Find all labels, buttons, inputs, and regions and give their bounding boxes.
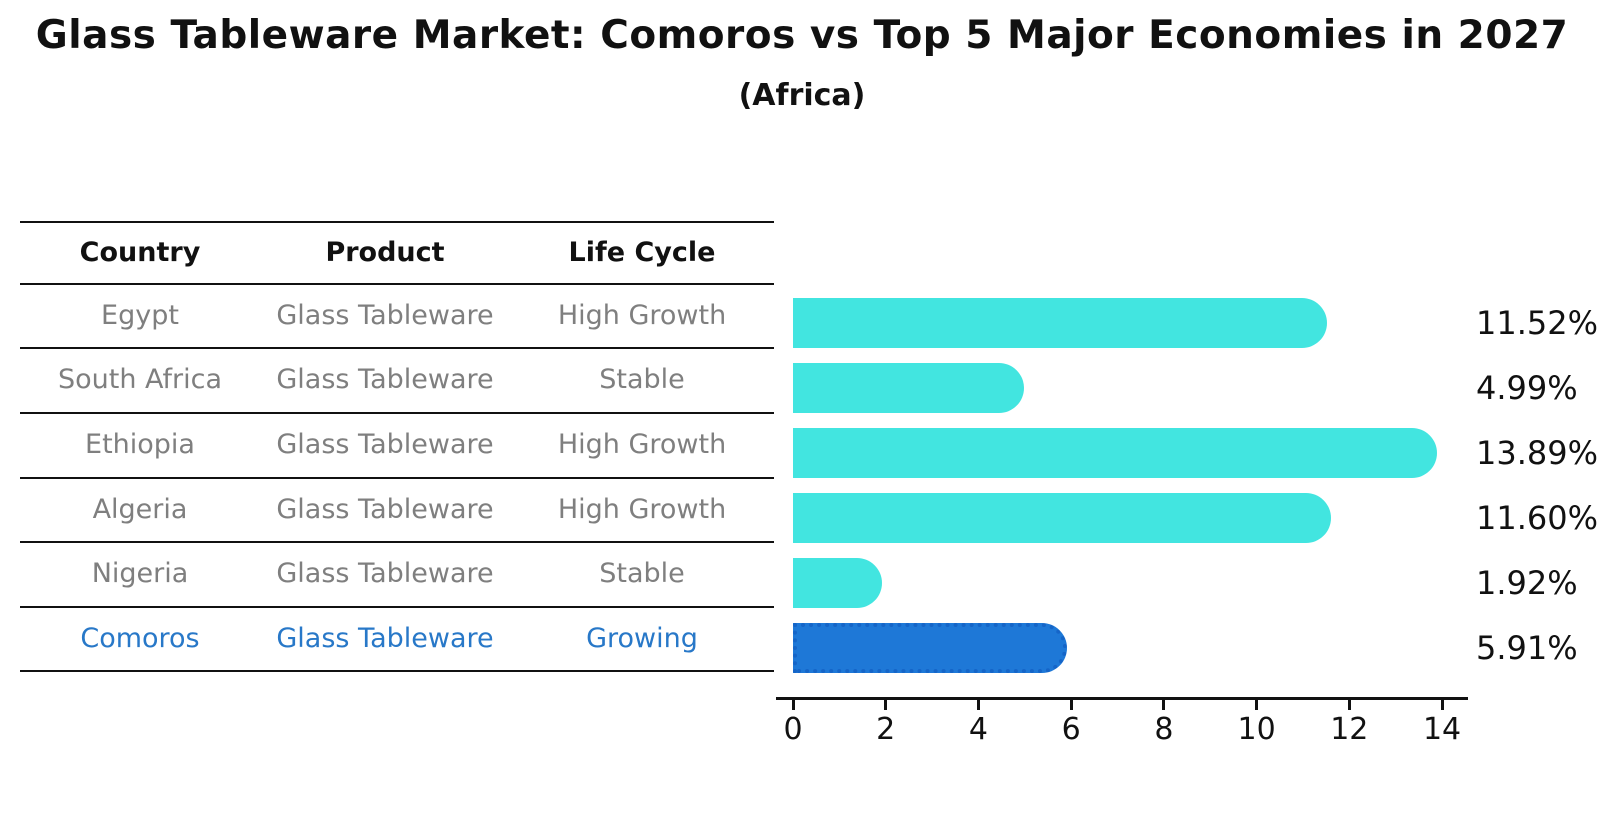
table-row: South Africa Glass Tableware Stable	[20, 347, 774, 412]
table-header-row: Country Product Life Cycle	[20, 221, 774, 283]
table-cell-life-cycle: High Growth	[557, 493, 727, 525]
x-axis-tick	[1440, 699, 1444, 710]
table-divider-line	[20, 670, 774, 672]
table-cell-product: Glass Tableware	[276, 558, 494, 589]
x-axis-tick-label: 6	[1061, 712, 1081, 747]
bar-value-label: 13.89%	[1476, 434, 1599, 472]
table-cell-product: Glass Tableware	[276, 622, 494, 654]
table-row: Egypt Glass Tableware High Growth	[20, 283, 774, 347]
table-divider-line	[20, 283, 774, 285]
bar-comoros-highlight	[793, 623, 1067, 673]
table-cell-life-cycle: High Growth	[557, 429, 727, 460]
table-divider-line	[20, 541, 774, 543]
x-axis-tick	[1255, 699, 1259, 710]
table-divider-line	[20, 477, 774, 479]
table-divider-line	[20, 221, 774, 223]
bar	[793, 298, 1327, 348]
bar-value-label: 4.99%	[1476, 369, 1578, 407]
table-row: Nigeria Glass Tableware Stable	[20, 541, 774, 606]
x-axis-tick	[884, 699, 888, 710]
bar-value-label: 5.91%	[1476, 629, 1578, 667]
table-divider-line	[20, 606, 774, 608]
x-axis-line	[776, 697, 1468, 700]
table-cell-product: Glass Tableware	[276, 364, 494, 395]
table-row: Algeria Glass Tableware High Growth	[20, 477, 774, 541]
x-axis-tick	[1069, 699, 1073, 710]
table-cell-life-cycle: Stable	[599, 364, 685, 395]
table-divider-line	[20, 347, 774, 349]
x-axis-tick-label: 2	[876, 712, 896, 747]
bar-value-label: 11.52%	[1476, 304, 1599, 342]
x-axis-tick-label: 14	[1422, 712, 1462, 747]
table-cell-product: Glass Tableware	[276, 429, 494, 460]
table-cell-country: Comoros	[80, 622, 200, 654]
table-cell-life-cycle: Growing	[586, 622, 698, 654]
x-axis-tick	[976, 699, 980, 710]
bar-value-label: 11.60%	[1476, 499, 1599, 537]
table-row: Ethiopia Glass Tableware High Growth	[20, 412, 774, 477]
bar-value-label: 1.92%	[1476, 564, 1578, 602]
table-divider-line	[20, 412, 774, 414]
table-cell-country: Nigeria	[91, 558, 189, 589]
bar	[793, 363, 1024, 413]
x-axis-tick-label: 0	[783, 712, 803, 747]
table-cell-country: Egypt	[101, 299, 179, 331]
bar	[793, 428, 1437, 478]
bar	[793, 493, 1331, 543]
table-cell-life-cycle: High Growth	[557, 299, 727, 331]
column-header-country: Country	[79, 236, 201, 268]
x-axis-tick-label: 4	[968, 712, 988, 747]
x-axis-tick-label: 12	[1330, 712, 1369, 747]
table-cell-product: Glass Tableware	[276, 493, 494, 525]
column-header-product: Product	[325, 236, 445, 268]
x-axis-tick	[1347, 699, 1351, 710]
bar	[793, 558, 882, 608]
x-axis-tick-label: 10	[1237, 712, 1276, 747]
table-cell-country: South Africa	[57, 364, 223, 395]
chart-subtitle: (Africa)	[738, 78, 866, 113]
table-row: Comoros Glass Tableware Growing	[20, 606, 774, 670]
x-axis-tick	[791, 699, 795, 710]
chart-title: Glass Tableware Market: Comoros vs Top 5…	[35, 13, 1569, 58]
table-cell-product: Glass Tableware	[276, 299, 494, 331]
column-header-life-cycle: Life Cycle	[568, 236, 716, 268]
x-axis-tick-label: 8	[1154, 712, 1174, 747]
table-cell-country: Ethiopia	[85, 429, 195, 460]
table-cell-life-cycle: Stable	[599, 558, 685, 589]
table-cell-country: Algeria	[92, 493, 188, 525]
x-axis-tick	[1162, 699, 1166, 710]
